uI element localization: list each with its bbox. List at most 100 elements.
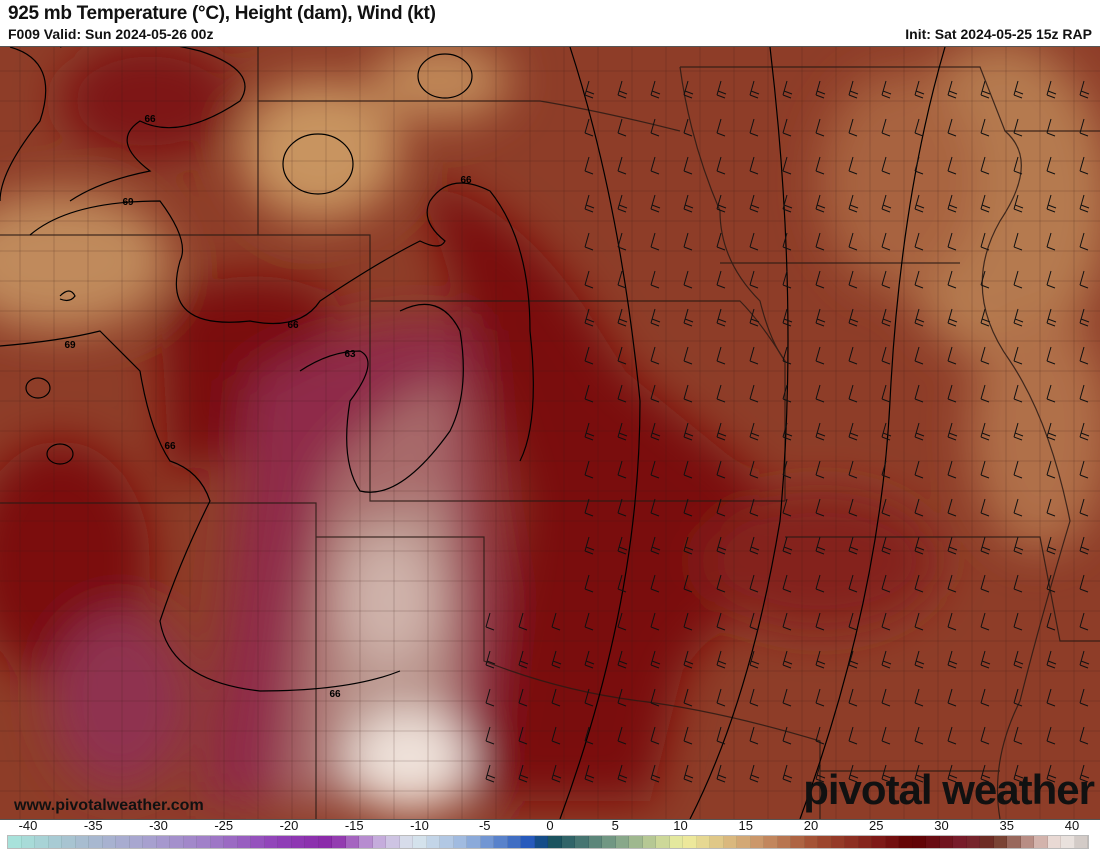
colorbar-swatch: [588, 836, 602, 848]
wind-barb: [848, 422, 859, 441]
wind-barb: [980, 422, 991, 441]
wind-barb: [815, 270, 825, 289]
wind-barb: [584, 270, 594, 289]
colorbar-tick-label: -30: [149, 818, 168, 833]
wind-barb: [683, 612, 693, 631]
wind-barb: [980, 574, 990, 593]
wind-barb: [716, 726, 726, 745]
wind-barb: [848, 346, 858, 365]
wind-barb: [584, 650, 595, 669]
colorbar-tick-label: 30: [934, 818, 949, 833]
wind-barb: [848, 612, 858, 631]
wind-barb: [881, 346, 891, 365]
colorbar-swatch: [116, 836, 130, 848]
colorbar-swatch: [102, 836, 116, 848]
wind-barb: [881, 688, 891, 707]
colorbar-swatch: [494, 836, 508, 848]
weather-map[interactable]: 66 66 66 66 66 69 69 63: [0, 46, 1100, 820]
wind-barb: [716, 80, 727, 99]
wind-barb: [1013, 270, 1023, 289]
wind-barb: [518, 688, 528, 707]
wind-barb: [1013, 384, 1023, 403]
wind-barb: [947, 650, 958, 669]
wind-barb: [980, 232, 990, 251]
wind-barb: [980, 308, 991, 327]
colorbar-swatch: [1007, 836, 1021, 848]
wind-barb: [485, 650, 496, 669]
wind-barb: [914, 726, 924, 745]
wind-barb: [848, 194, 859, 213]
wind-barb: [1013, 536, 1024, 555]
wind-barb: [1079, 118, 1089, 137]
wind-barb: [947, 536, 958, 555]
colorbar-tick-label: 20: [803, 818, 819, 833]
wind-barb: [584, 422, 595, 441]
wind-barb: [749, 612, 759, 631]
wind-barb: [716, 764, 727, 783]
colorbar-swatch: [521, 836, 535, 848]
colorbar-swatch: [548, 836, 562, 848]
wind-barb: [782, 346, 792, 365]
wind-barb: [584, 346, 594, 365]
wind-barb: [1079, 498, 1089, 517]
wind-barb: [980, 270, 990, 289]
wind-barb: [716, 270, 726, 289]
wind-barb: [1079, 194, 1090, 213]
wind-barbs: [485, 80, 1090, 783]
wind-barb: [815, 498, 825, 517]
wind-barb: [815, 118, 825, 137]
colorbar-swatch: [197, 836, 211, 848]
wind-barb: [716, 232, 726, 251]
contour-label: 66: [164, 441, 176, 452]
colorbar-swatch: [602, 836, 616, 848]
wind-barb: [914, 232, 924, 251]
colorbar-swatch: [723, 836, 737, 848]
contour-label: 69: [64, 340, 76, 351]
wind-barb: [848, 688, 858, 707]
wind-barb: [1046, 156, 1056, 175]
wind-barb: [617, 650, 628, 669]
wind-barb: [749, 194, 760, 213]
colorbar-swatch: [980, 836, 994, 848]
wind-barb: [1013, 726, 1023, 745]
wind-barb: [848, 574, 858, 593]
wind-barb: [650, 764, 661, 783]
wind-barb: [914, 650, 925, 669]
wind-barb: [980, 156, 990, 175]
wind-barb: [1046, 650, 1057, 669]
colorbar-swatch: [359, 836, 373, 848]
wind-barb: [815, 650, 826, 669]
colorbar-tick-label: -10: [410, 818, 429, 833]
colorbar-swatch: [912, 836, 926, 848]
wind-barb: [1046, 612, 1056, 631]
wind-barb: [782, 460, 792, 479]
wind-barb: [980, 612, 990, 631]
height-contours: [0, 47, 946, 819]
wind-barb: [1079, 764, 1090, 783]
wind-barb: [650, 612, 660, 631]
colorbar-tick-label: -15: [344, 818, 364, 833]
wind-barb: [1013, 688, 1023, 707]
wind-barb: [584, 498, 594, 517]
wind-barb: [683, 80, 694, 99]
wind-barb: [584, 612, 594, 631]
colorbar-swatch: [224, 836, 238, 848]
wind-barb: [749, 308, 760, 327]
wind-barb: [881, 460, 891, 479]
wind-barb: [980, 726, 990, 745]
wind-barb: [716, 118, 726, 137]
wind-barb: [782, 688, 792, 707]
wind-barb: [518, 764, 529, 783]
wind-barb: [947, 270, 957, 289]
wind-barb: [782, 764, 793, 783]
colorbar-swatch: [656, 836, 670, 848]
colorbar-swatch: [467, 836, 481, 848]
wind-barb: [749, 574, 759, 593]
wind-barb: [683, 346, 693, 365]
wind-barb: [1079, 650, 1090, 669]
colorbar-swatch: [804, 836, 818, 848]
wind-barb: [881, 80, 892, 99]
wind-barb: [716, 422, 727, 441]
wind-barb: [617, 612, 627, 631]
wind-barb: [584, 384, 594, 403]
